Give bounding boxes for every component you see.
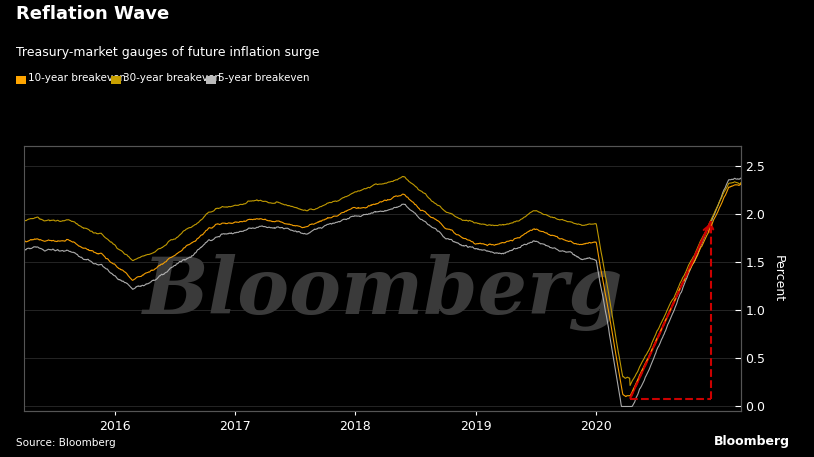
Text: 10-year breakeven: 10-year breakeven [28, 73, 126, 83]
Text: Treasury-market gauges of future inflation surge: Treasury-market gauges of future inflati… [16, 46, 320, 58]
Text: Bloomberg: Bloomberg [714, 435, 790, 448]
Text: 30-year breakeven: 30-year breakeven [123, 73, 221, 83]
Text: Source: Bloomberg: Source: Bloomberg [16, 438, 116, 448]
Text: 5-year breakeven: 5-year breakeven [218, 73, 309, 83]
Text: Bloomberg: Bloomberg [142, 254, 623, 330]
Y-axis label: Percent: Percent [772, 255, 785, 303]
Text: Reflation Wave: Reflation Wave [16, 5, 169, 22]
